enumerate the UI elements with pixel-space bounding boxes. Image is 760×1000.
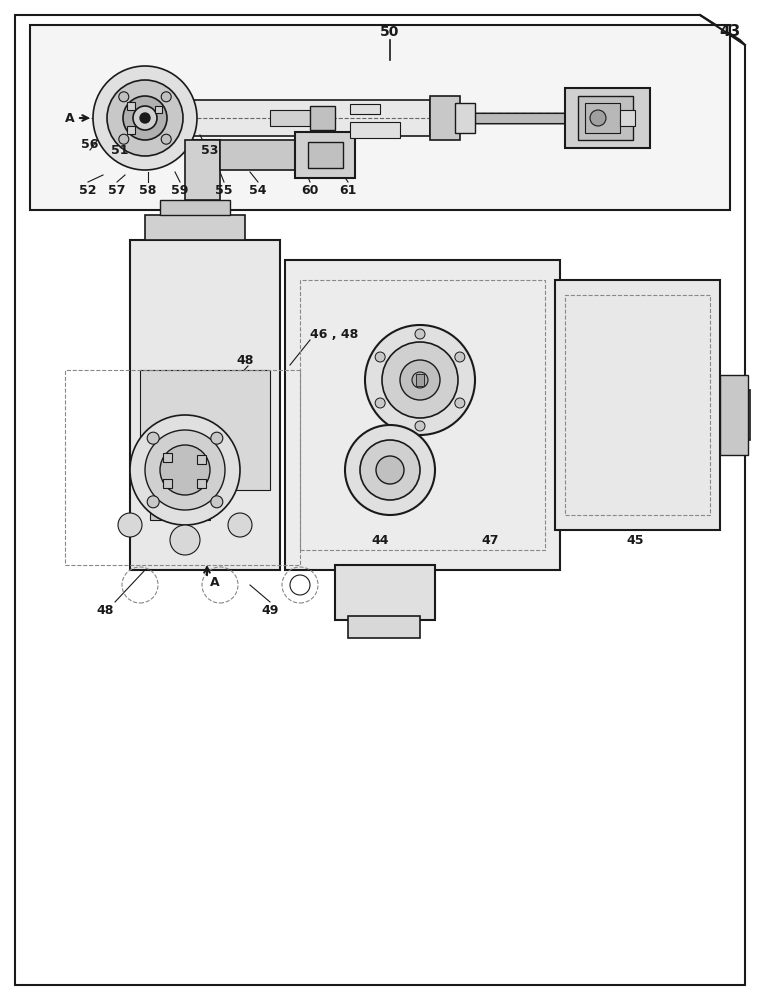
Circle shape — [415, 329, 425, 339]
Text: 48: 48 — [97, 603, 114, 616]
Bar — [30, 25, 730, 210]
Text: 53: 53 — [201, 143, 219, 156]
Text: 57: 57 — [108, 184, 125, 196]
Text: 52: 52 — [79, 184, 97, 196]
Bar — [295, 132, 355, 178]
Circle shape — [140, 113, 150, 123]
Bar — [350, 104, 380, 114]
Text: 60: 60 — [301, 184, 318, 196]
Bar — [620, 110, 635, 126]
Circle shape — [160, 445, 210, 495]
Circle shape — [228, 513, 252, 537]
Circle shape — [375, 398, 385, 408]
Circle shape — [376, 456, 404, 484]
Text: 55: 55 — [215, 184, 233, 196]
Circle shape — [119, 134, 128, 144]
Circle shape — [147, 496, 159, 508]
Bar — [585, 103, 620, 133]
Text: 56: 56 — [81, 138, 99, 151]
Bar — [270, 110, 310, 126]
Bar — [145, 215, 245, 240]
Bar — [197, 455, 206, 464]
Text: 50: 50 — [380, 25, 400, 39]
Circle shape — [365, 325, 475, 435]
Circle shape — [454, 398, 465, 408]
Circle shape — [107, 80, 183, 156]
Circle shape — [345, 425, 435, 515]
Circle shape — [415, 421, 425, 431]
Bar — [416, 374, 424, 386]
Circle shape — [118, 513, 142, 537]
Bar — [565, 295, 710, 515]
Bar — [185, 100, 430, 136]
Bar — [720, 375, 748, 455]
Bar — [65, 370, 300, 565]
Bar — [155, 106, 162, 113]
Circle shape — [123, 96, 167, 140]
Bar — [160, 200, 230, 215]
Bar — [565, 88, 650, 148]
Bar — [140, 370, 270, 490]
Text: A: A — [65, 111, 74, 124]
Bar — [285, 260, 560, 570]
Circle shape — [211, 432, 223, 444]
Circle shape — [211, 496, 223, 508]
Text: 54: 54 — [249, 184, 267, 196]
Circle shape — [161, 134, 171, 144]
Text: A: A — [211, 576, 220, 588]
Text: 61: 61 — [339, 184, 356, 196]
Bar — [578, 96, 633, 140]
Bar — [163, 453, 172, 462]
Bar — [163, 479, 172, 488]
Circle shape — [400, 360, 440, 400]
Bar — [220, 140, 300, 170]
Text: 47: 47 — [481, 534, 499, 546]
Circle shape — [375, 352, 385, 362]
Text: 46 , 48: 46 , 48 — [310, 328, 358, 342]
Bar — [310, 106, 335, 130]
Bar — [335, 565, 435, 620]
Bar — [475, 113, 570, 123]
Bar — [197, 479, 206, 488]
Circle shape — [590, 110, 606, 126]
Bar — [555, 280, 720, 530]
Text: 44: 44 — [371, 534, 389, 546]
Circle shape — [161, 92, 171, 102]
Bar — [308, 142, 343, 168]
Bar — [127, 126, 135, 134]
Circle shape — [145, 430, 225, 510]
Bar — [348, 616, 420, 638]
Text: 58: 58 — [139, 184, 157, 196]
Bar — [127, 102, 135, 110]
Text: 48: 48 — [236, 354, 254, 366]
Bar — [455, 103, 475, 133]
Text: 49: 49 — [261, 603, 279, 616]
Text: 45: 45 — [626, 534, 644, 546]
Bar — [300, 280, 545, 550]
Bar — [430, 96, 460, 140]
Text: 43: 43 — [720, 24, 741, 39]
Bar — [150, 490, 210, 520]
Circle shape — [93, 66, 197, 170]
Circle shape — [130, 415, 240, 525]
Circle shape — [360, 440, 420, 500]
Circle shape — [147, 432, 159, 444]
Bar — [185, 140, 220, 200]
Text: 59: 59 — [171, 184, 188, 196]
Circle shape — [133, 106, 157, 130]
Text: 51: 51 — [111, 143, 128, 156]
Circle shape — [382, 342, 458, 418]
Circle shape — [454, 352, 465, 362]
Bar — [350, 122, 400, 138]
Bar — [720, 390, 750, 440]
Circle shape — [412, 372, 428, 388]
Bar — [130, 240, 280, 570]
Circle shape — [119, 92, 128, 102]
Circle shape — [170, 525, 200, 555]
